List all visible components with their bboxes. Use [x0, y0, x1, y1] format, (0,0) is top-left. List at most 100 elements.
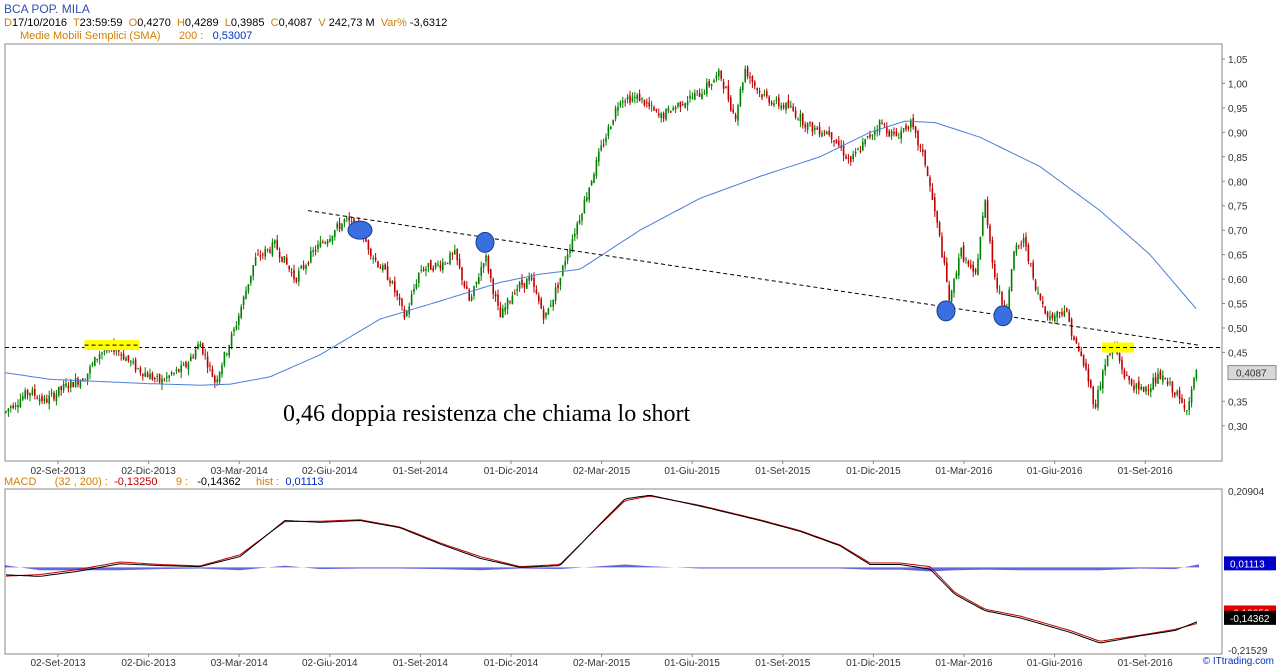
candle: [245, 286, 247, 300]
candle-body: [557, 284, 559, 289]
price-y-tick-label-14: 0,30: [1228, 422, 1248, 433]
candle-body: [5, 411, 7, 413]
candle: [1102, 369, 1104, 394]
candle: [506, 297, 509, 315]
candle: [58, 386, 60, 398]
price-x-tick-label-3: 02-Giu-2014: [302, 466, 358, 477]
candle: [1171, 380, 1174, 398]
candle-body: [564, 261, 566, 266]
candle: [154, 376, 156, 383]
candle-body: [74, 378, 77, 387]
candle: [797, 117, 799, 121]
candle: [835, 139, 838, 144]
candle-body: [36, 397, 38, 399]
candle-body: [725, 86, 727, 89]
candle-body: [144, 372, 146, 377]
candle: [1176, 389, 1178, 397]
annotation-text: 0,46 doppia resistenza che chiama lo sho…: [283, 401, 691, 427]
price-y-tick-label-10: 0,55: [1228, 300, 1248, 311]
candle-body: [269, 249, 271, 253]
candle-body: [1049, 316, 1051, 320]
candle-body: [672, 107, 674, 110]
candle-body: [974, 268, 977, 273]
candle: [137, 367, 139, 370]
candle: [907, 125, 910, 132]
price-x-tick-label-7: 01-Giu-2015: [664, 466, 720, 477]
candle-body: [139, 368, 142, 373]
candle-body: [1090, 380, 1092, 388]
candle-body: [1190, 389, 1193, 403]
candle-body: [614, 108, 617, 119]
candle: [670, 110, 672, 113]
candle: [422, 266, 425, 272]
candle: [1080, 346, 1082, 357]
candle: [634, 92, 636, 104]
candle: [794, 106, 797, 120]
candle: [458, 253, 461, 270]
candle-body: [1075, 338, 1078, 344]
price-x-tick-label-5: 01-Dic-2014: [484, 466, 539, 477]
candle-body: [970, 264, 972, 268]
candle-body: [1123, 369, 1126, 378]
candle-body: [173, 372, 175, 374]
candle: [1162, 370, 1164, 385]
candle: [516, 284, 518, 297]
candle: [914, 125, 917, 138]
touch-marker-0: [347, 220, 373, 240]
candle-body: [1068, 311, 1070, 322]
candle: [494, 290, 497, 302]
candle-body: [115, 349, 118, 352]
macd-x-tick-label-5: 01-Dic-2014: [484, 658, 539, 668]
candle-body: [703, 92, 706, 94]
candle: [233, 326, 235, 337]
candle-body: [240, 306, 242, 318]
candle: [653, 105, 655, 112]
candle: [922, 143, 924, 157]
candle-body: [998, 290, 1001, 292]
candle-body: [192, 356, 194, 358]
candle-body: [749, 76, 751, 78]
candle-body: [790, 105, 792, 107]
candle-body: [41, 395, 43, 402]
candle: [240, 304, 242, 320]
candle-body: [374, 257, 377, 261]
candle-body: [214, 376, 216, 383]
candle: [1010, 268, 1013, 292]
candle-body: [175, 369, 178, 371]
candle-body: [509, 301, 511, 303]
candle: [876, 124, 878, 137]
candle-body: [586, 196, 588, 201]
candle: [182, 361, 185, 366]
candle: [689, 90, 691, 103]
candle-body: [706, 82, 708, 95]
open-key: O: [128, 17, 138, 29]
high-value: 0,4289: [184, 17, 219, 29]
candle-body: [787, 100, 790, 108]
candle: [826, 130, 828, 135]
candle: [65, 378, 67, 388]
candle: [43, 394, 46, 404]
candle-body: [607, 126, 610, 137]
candle: [372, 255, 374, 264]
candle-body: [919, 146, 922, 148]
candle-body: [713, 80, 715, 83]
candle-body: [418, 272, 420, 283]
candle-body: [343, 219, 346, 223]
candle: [10, 404, 12, 413]
candle: [341, 223, 343, 232]
candle: [329, 234, 331, 243]
candle-body: [1178, 389, 1181, 400]
macd-params: (32 , 200) :: [54, 476, 108, 488]
candle: [725, 86, 727, 89]
candle: [641, 97, 643, 104]
candle: [1150, 383, 1152, 398]
candle-body: [622, 101, 624, 103]
candle: [46, 394, 48, 404]
candle-body: [912, 118, 914, 128]
candle: [732, 104, 734, 115]
candle-body: [398, 297, 401, 300]
candle-body: [254, 257, 257, 266]
candle: [578, 214, 581, 225]
candle-body: [305, 265, 307, 270]
candle-body: [1092, 386, 1094, 405]
